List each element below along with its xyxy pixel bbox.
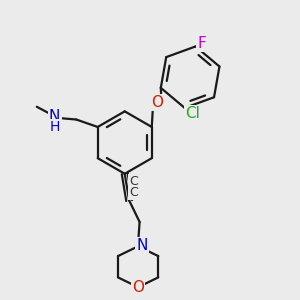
Text: O: O xyxy=(152,95,164,110)
Text: F: F xyxy=(198,36,206,51)
Text: H: H xyxy=(50,120,60,134)
Text: N: N xyxy=(136,238,148,253)
Text: Cl: Cl xyxy=(186,106,200,121)
Text: O: O xyxy=(132,280,144,295)
Text: C: C xyxy=(129,175,138,188)
Text: N: N xyxy=(49,110,60,124)
Text: C: C xyxy=(129,186,138,199)
